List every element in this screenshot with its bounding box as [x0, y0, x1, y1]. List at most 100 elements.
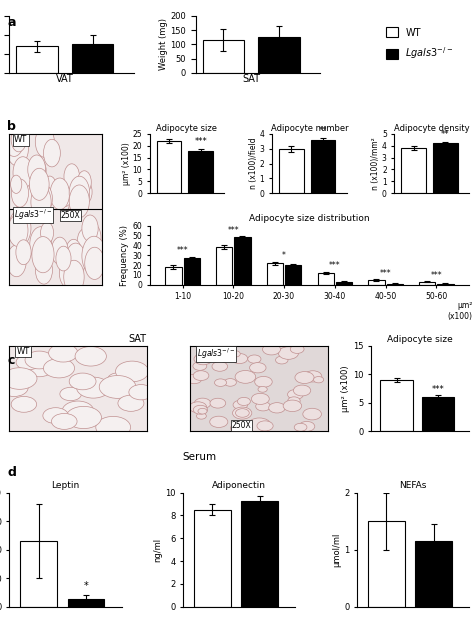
Circle shape [293, 385, 311, 396]
Bar [183, 258, 200, 285]
Circle shape [233, 400, 247, 410]
Circle shape [11, 396, 36, 412]
Text: 250X: 250X [60, 211, 80, 220]
Text: a: a [7, 16, 16, 29]
Circle shape [116, 361, 149, 382]
Title: Adipocyte size distribution: Adipocyte size distribution [249, 214, 370, 224]
Y-axis label: n (x100)/mm²: n (x100)/mm² [372, 137, 381, 190]
Bar [165, 267, 182, 285]
Text: b: b [7, 120, 16, 133]
Circle shape [16, 355, 41, 370]
Circle shape [83, 223, 101, 252]
Circle shape [8, 214, 28, 246]
Circle shape [10, 219, 25, 243]
Circle shape [237, 398, 250, 406]
Circle shape [62, 401, 94, 421]
Circle shape [220, 346, 228, 352]
Y-axis label: Weight (mg): Weight (mg) [158, 18, 167, 70]
Bar [415, 541, 452, 607]
Text: *: * [282, 251, 286, 260]
Y-axis label: n (x100)/field: n (x100)/field [249, 138, 258, 190]
Circle shape [30, 227, 51, 262]
Circle shape [248, 355, 261, 363]
Circle shape [77, 229, 93, 254]
Y-axis label: μm² (x100): μm² (x100) [122, 142, 131, 185]
Bar [258, 37, 300, 73]
Circle shape [248, 418, 271, 432]
Title: Adiponectin: Adiponectin [212, 482, 266, 490]
Text: d: d [7, 466, 16, 480]
Circle shape [11, 127, 27, 152]
Circle shape [2, 368, 37, 389]
Bar [234, 238, 251, 285]
Text: Serum: Serum [182, 452, 216, 462]
Bar [368, 280, 384, 285]
Circle shape [193, 405, 208, 414]
Bar [318, 273, 334, 285]
Circle shape [0, 379, 28, 396]
Circle shape [288, 397, 300, 404]
Bar [422, 398, 454, 432]
Circle shape [193, 371, 209, 380]
Circle shape [212, 362, 228, 371]
Circle shape [31, 159, 46, 183]
Circle shape [77, 171, 91, 193]
Text: ***: *** [430, 271, 442, 280]
Circle shape [29, 168, 49, 200]
Circle shape [303, 408, 321, 420]
Bar [401, 148, 426, 193]
Circle shape [49, 344, 78, 362]
Circle shape [58, 183, 72, 207]
Circle shape [4, 125, 24, 157]
Circle shape [41, 222, 54, 243]
Text: ***: *** [194, 137, 207, 146]
Bar [241, 501, 278, 607]
Text: c: c [7, 354, 15, 367]
Bar [381, 380, 413, 432]
Circle shape [75, 346, 106, 366]
Circle shape [16, 240, 31, 265]
Bar [368, 521, 405, 607]
Bar [203, 40, 244, 73]
Bar [20, 541, 57, 607]
Circle shape [283, 400, 301, 411]
Bar [311, 140, 336, 193]
Circle shape [77, 179, 92, 204]
Text: ***: *** [329, 262, 341, 270]
Circle shape [13, 157, 33, 189]
Title: NEFAs: NEFAs [400, 482, 427, 490]
Circle shape [25, 351, 54, 369]
Y-axis label: μm² (x100): μm² (x100) [341, 365, 350, 412]
Circle shape [65, 243, 86, 276]
Circle shape [189, 402, 207, 413]
Circle shape [129, 384, 154, 400]
Circle shape [31, 186, 51, 219]
Circle shape [250, 363, 266, 373]
Circle shape [11, 179, 28, 207]
Bar [156, 141, 181, 193]
Bar [67, 599, 104, 607]
Circle shape [196, 413, 206, 419]
Bar [17, 46, 58, 73]
Circle shape [295, 372, 314, 384]
Bar [194, 510, 231, 607]
Circle shape [85, 247, 104, 279]
Text: ***: *** [380, 269, 392, 277]
Text: μm²
(x100): μm² (x100) [447, 301, 473, 320]
Circle shape [10, 175, 22, 193]
Text: **: ** [441, 130, 450, 139]
Circle shape [35, 184, 52, 213]
Title: Adipocyte number: Adipocyte number [271, 125, 348, 133]
Title: Adipocyte size: Adipocyte size [156, 125, 218, 133]
Circle shape [118, 395, 144, 411]
Circle shape [294, 423, 307, 431]
Bar [386, 284, 403, 285]
Circle shape [64, 164, 80, 189]
Circle shape [76, 377, 110, 398]
Text: $Lgals3^{-/-}$: $Lgals3^{-/-}$ [14, 208, 52, 222]
Circle shape [50, 178, 70, 210]
Circle shape [96, 416, 130, 438]
Title: Leptin: Leptin [51, 482, 80, 490]
Circle shape [194, 353, 212, 365]
Bar [267, 263, 283, 285]
